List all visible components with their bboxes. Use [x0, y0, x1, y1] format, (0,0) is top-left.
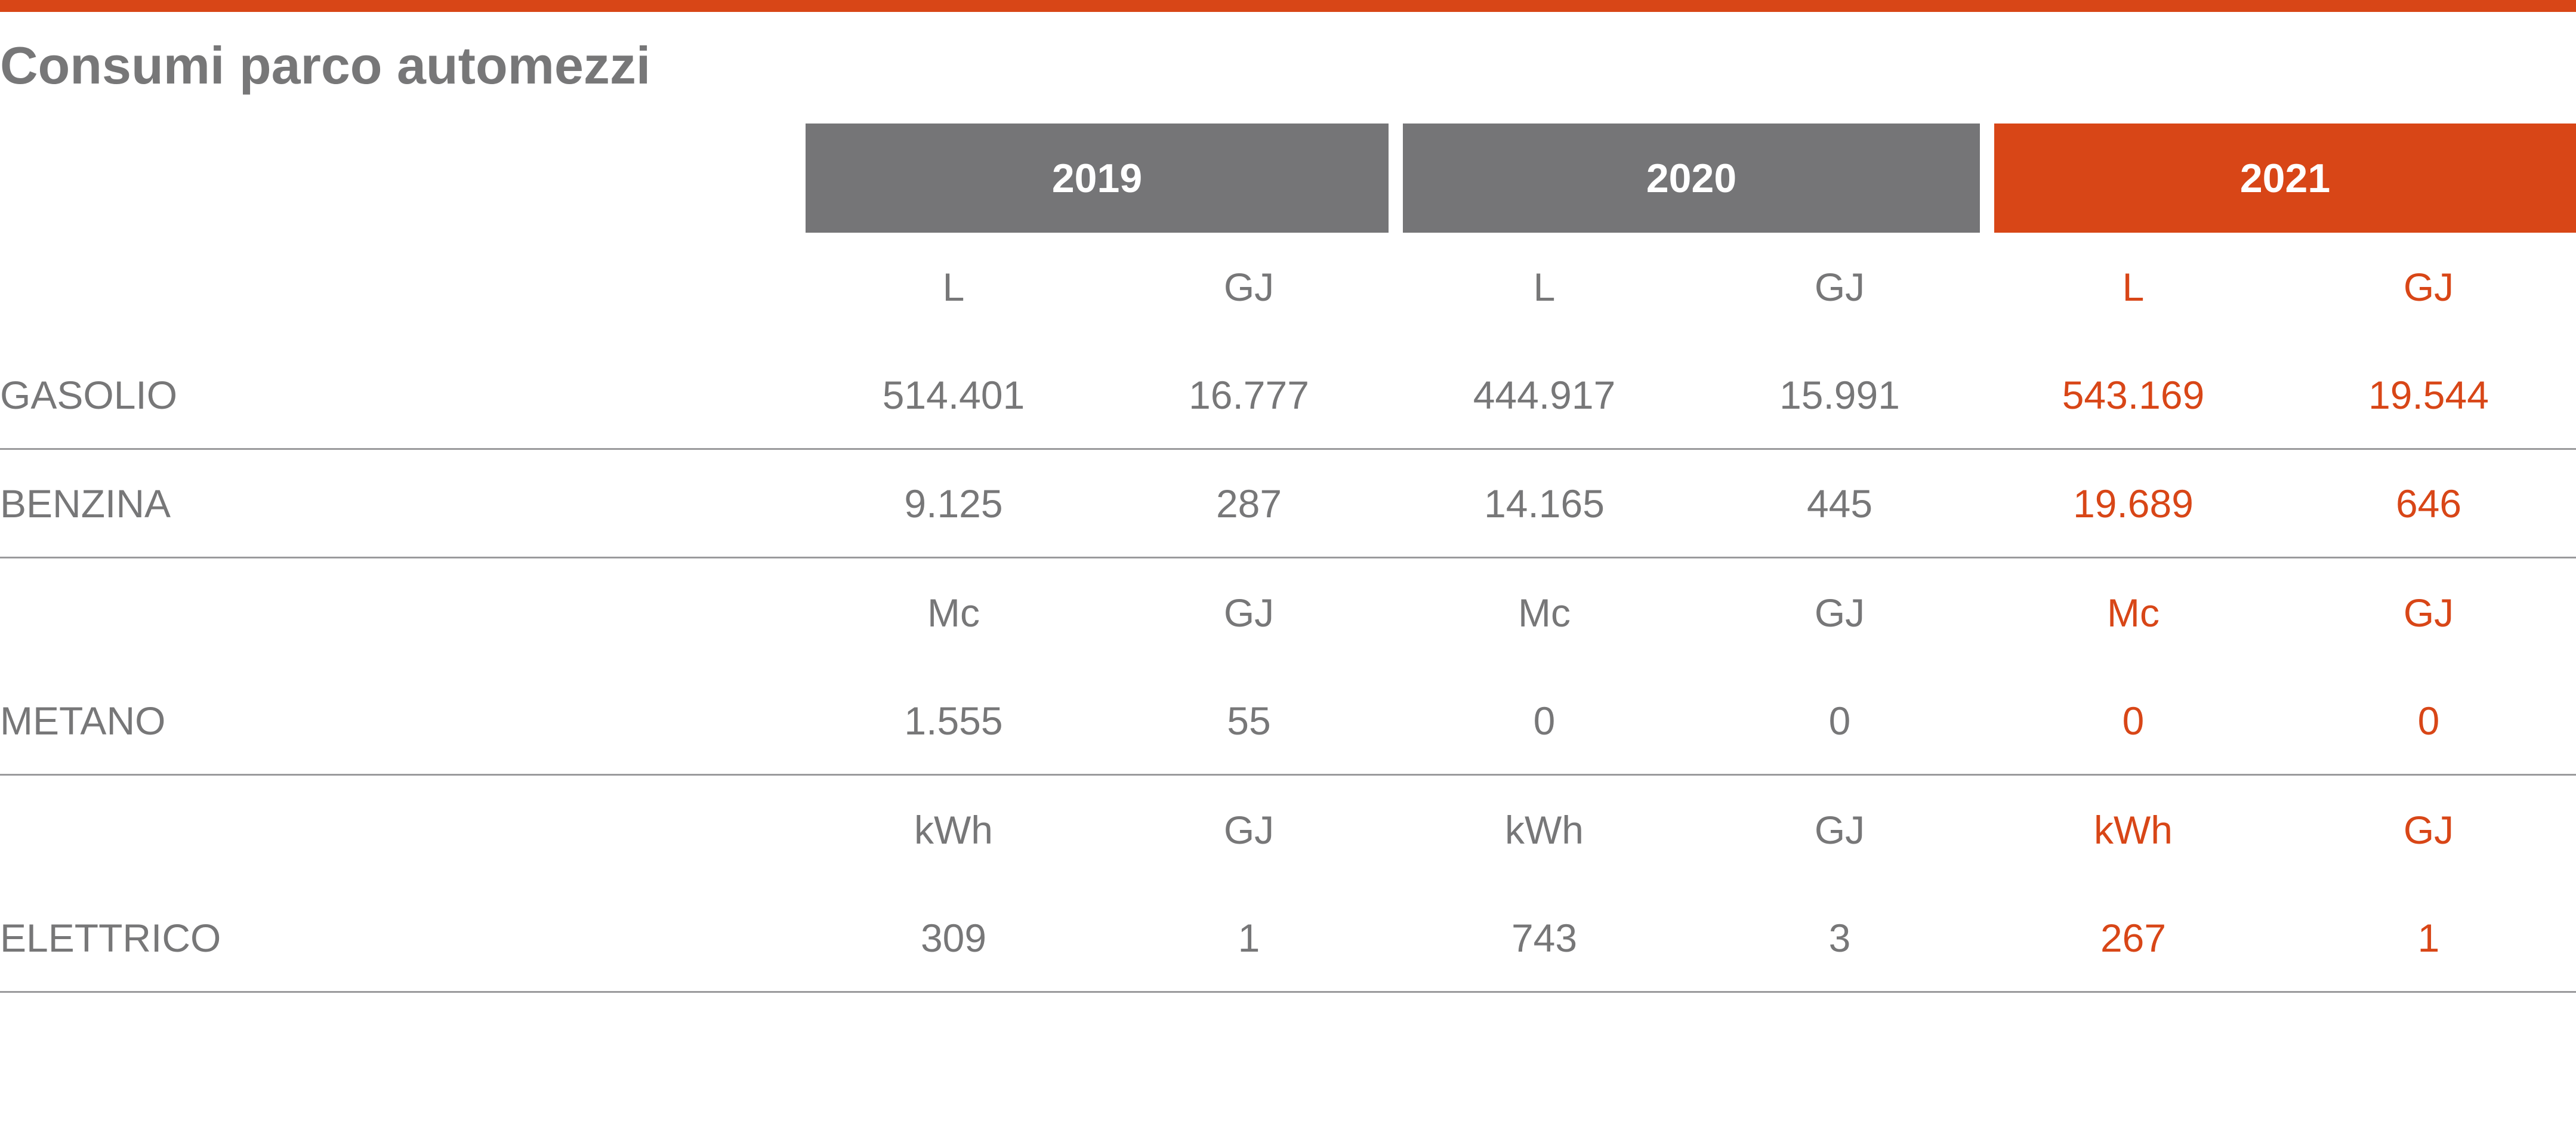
value-cell: 445: [1806, 481, 1873, 526]
unit-cell: GJ: [2403, 591, 2454, 635]
table-row-elettrico: ELETTRICO 309 1 743 3 267 1: [0, 884, 2576, 993]
year-header-2019: 2019: [806, 124, 1389, 233]
table-row-gasolio: GASOLIO 514.401 16.777 444.917 15.991 54…: [0, 341, 2576, 450]
value-cell: 543.169: [2062, 372, 2205, 417]
value-cell: 19.689: [2073, 481, 2194, 526]
unit-cell: L: [1533, 265, 1556, 309]
unit-cell: GJ: [1814, 808, 1865, 852]
value-cell: 1: [1238, 915, 1260, 960]
value-cell: 743: [1511, 915, 1578, 960]
table-row-benzina: BENZINA 9.125 287 14.165 445 19.689 646: [0, 450, 2576, 558]
unit-cell: GJ: [2403, 808, 2454, 852]
value-cell: 0: [2417, 698, 2440, 743]
row-label: GASOLIO: [0, 372, 178, 417]
page-title: Consumi parco automezzi: [0, 36, 651, 95]
value-cell: 646: [2395, 481, 2462, 526]
value-cell: 1.555: [904, 698, 1003, 743]
unit-cell: Mc: [927, 591, 980, 635]
value-cell: 0: [1533, 698, 1556, 743]
unit-cell: GJ: [1223, 808, 1275, 852]
value-cell: 267: [2100, 915, 2167, 960]
value-cell: 15.991: [1779, 372, 1900, 417]
value-cell: 16.777: [1189, 372, 1309, 417]
unit-cell: kWh: [914, 808, 993, 852]
row-label: BENZINA: [0, 481, 171, 526]
value-cell: 287: [1215, 481, 1282, 526]
year-header-2020: 2020: [1403, 124, 1980, 233]
value-cell: 55: [1227, 698, 1271, 743]
unit-cell: kWh: [2094, 808, 2173, 852]
unit-cell: GJ: [2403, 265, 2454, 309]
row-label: METANO: [0, 698, 166, 743]
value-cell: 19.544: [2368, 372, 2489, 417]
value-cell: 1: [2417, 915, 2440, 960]
unit-cell: L: [942, 265, 965, 309]
top-accent-bar: [0, 0, 2576, 12]
value-cell: 9.125: [904, 481, 1003, 526]
unit-cell: GJ: [1814, 265, 1865, 309]
unit-cell: Mc: [1518, 591, 1571, 635]
value-cell: 0: [2122, 698, 2145, 743]
value-cell: 309: [920, 915, 987, 960]
unit-cell: GJ: [1814, 591, 1865, 635]
unit-cell: GJ: [1223, 265, 1275, 309]
value-cell: 14.165: [1484, 481, 1605, 526]
units-row-gas: Mc GJ Mc GJ Mc GJ: [0, 558, 2576, 667]
unit-cell: Mc: [2107, 591, 2159, 635]
value-cell: 0: [1828, 698, 1851, 743]
unit-cell: L: [2122, 265, 2145, 309]
units-row-liquid: L GJ L GJ L GJ: [0, 233, 2576, 341]
units-row-electric: kWh GJ kWh GJ kWh GJ: [0, 776, 2576, 884]
value-cell: 3: [1828, 915, 1851, 960]
value-cell: 514.401: [882, 372, 1025, 417]
value-cell: 444.917: [1473, 372, 1616, 417]
unit-cell: kWh: [1505, 808, 1584, 852]
table-row-metano: METANO 1.555 55 0 0 0 0: [0, 667, 2576, 776]
row-label: ELETTRICO: [0, 915, 221, 960]
year-header-2021: 2021: [1994, 124, 2576, 233]
unit-cell: GJ: [1223, 591, 1275, 635]
